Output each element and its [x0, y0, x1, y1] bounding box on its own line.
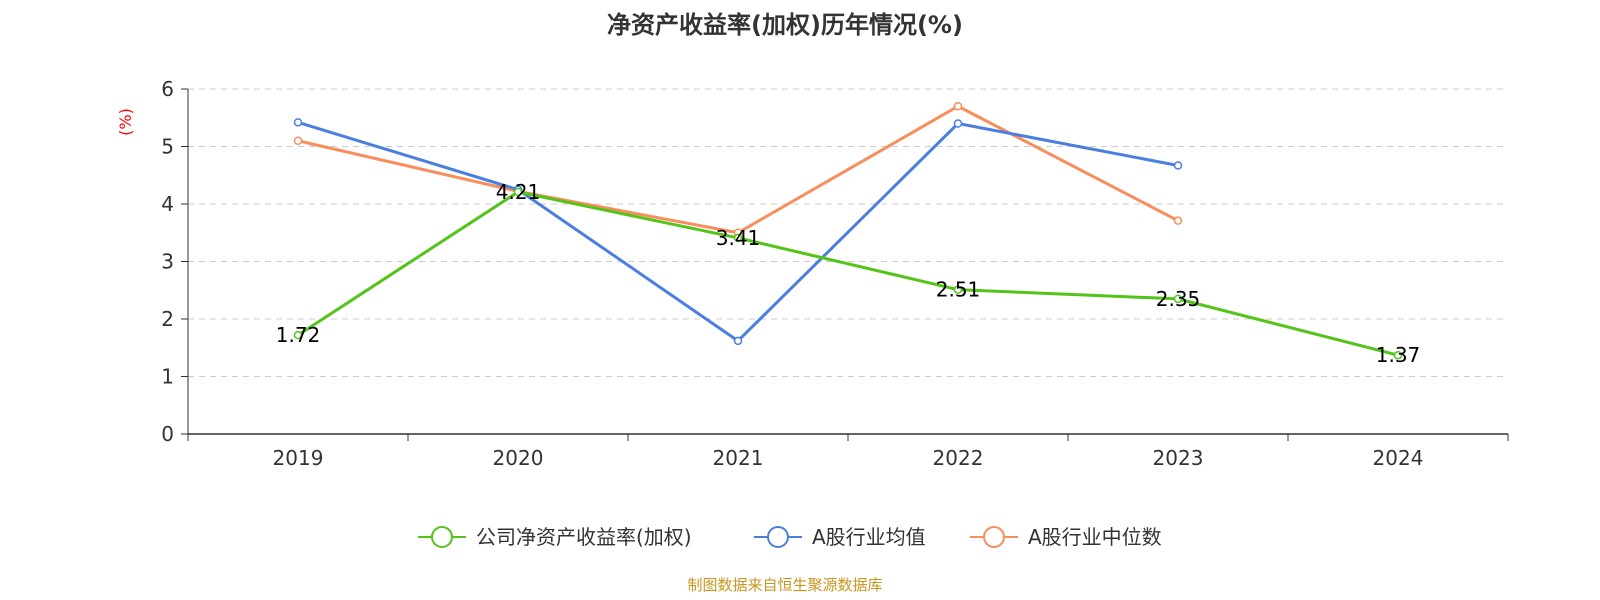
x-tick-label: 2023 [1153, 446, 1204, 470]
series-lines [293, 102, 1403, 360]
data-point [293, 330, 303, 340]
data-point [953, 285, 963, 294]
data-point [1173, 294, 1183, 304]
x-tick-label: 2021 [713, 446, 764, 470]
data-point [1393, 350, 1403, 360]
x-tick-label: 2019 [273, 446, 324, 470]
data-point [733, 336, 743, 346]
y-tick-label: 4 [161, 192, 174, 216]
data-label: 1.72 [276, 323, 321, 347]
legend-label: A股行业均值 [812, 525, 926, 549]
data-label: 2.51 [936, 278, 981, 302]
data-point [733, 233, 743, 243]
y-axis-label: (%) [116, 108, 135, 136]
y-tick-label: 5 [161, 135, 174, 159]
y-tick-label: 1 [161, 365, 174, 389]
legend-item[interactable]: 公司净资产收益率(加权) [418, 525, 692, 549]
source-note: 制图数据来自恒生聚源数据库 [687, 576, 882, 594]
data-point [1173, 161, 1183, 170]
legend-marker [767, 526, 789, 548]
grid-lines [188, 88, 1508, 377]
y-tick-label: 3 [161, 250, 174, 274]
axes: 0 1 2 3 4 5 6 2019 2020 2021 2022 2023 2024 [161, 77, 1509, 470]
x-tick-label: 2024 [1373, 446, 1424, 470]
data-point [513, 187, 523, 197]
chart-title: 净资产收益率(加权)历年情况(%) [607, 11, 963, 39]
legend-label: 公司净资产收益率(加权) [476, 525, 692, 549]
legend-label: A股行业中位数 [1028, 525, 1162, 549]
data-label: 3.41 [716, 226, 761, 250]
legend[interactable]: 公司净资产收益率(加权) A股行业均值 A股行业中位数 [418, 525, 1162, 549]
y-tick-label: 2 [161, 307, 174, 331]
data-point [953, 102, 963, 111]
data-point [1173, 216, 1183, 225]
legend-item[interactable]: A股行业均值 [754, 525, 926, 549]
data-label: 4.21 [496, 180, 541, 204]
x-tick-label: 2022 [933, 446, 984, 470]
data-labels: 1.72 4.21 3.41 2.51 2.35 1.37 [276, 180, 1421, 367]
legend-marker [983, 526, 1005, 548]
data-point [953, 119, 963, 128]
legend-marker [431, 526, 453, 548]
data-point [293, 136, 303, 145]
y-tick-label: 6 [161, 77, 174, 101]
legend-item[interactable]: A股行业中位数 [970, 525, 1162, 549]
data-point [293, 118, 303, 127]
y-tick-label: 0 [161, 422, 174, 446]
data-label: 2.35 [1156, 287, 1201, 311]
series-line [297, 190, 1399, 357]
series-line [297, 104, 1179, 235]
data-label: 1.37 [1376, 343, 1421, 367]
x-tick-label: 2020 [493, 446, 544, 470]
